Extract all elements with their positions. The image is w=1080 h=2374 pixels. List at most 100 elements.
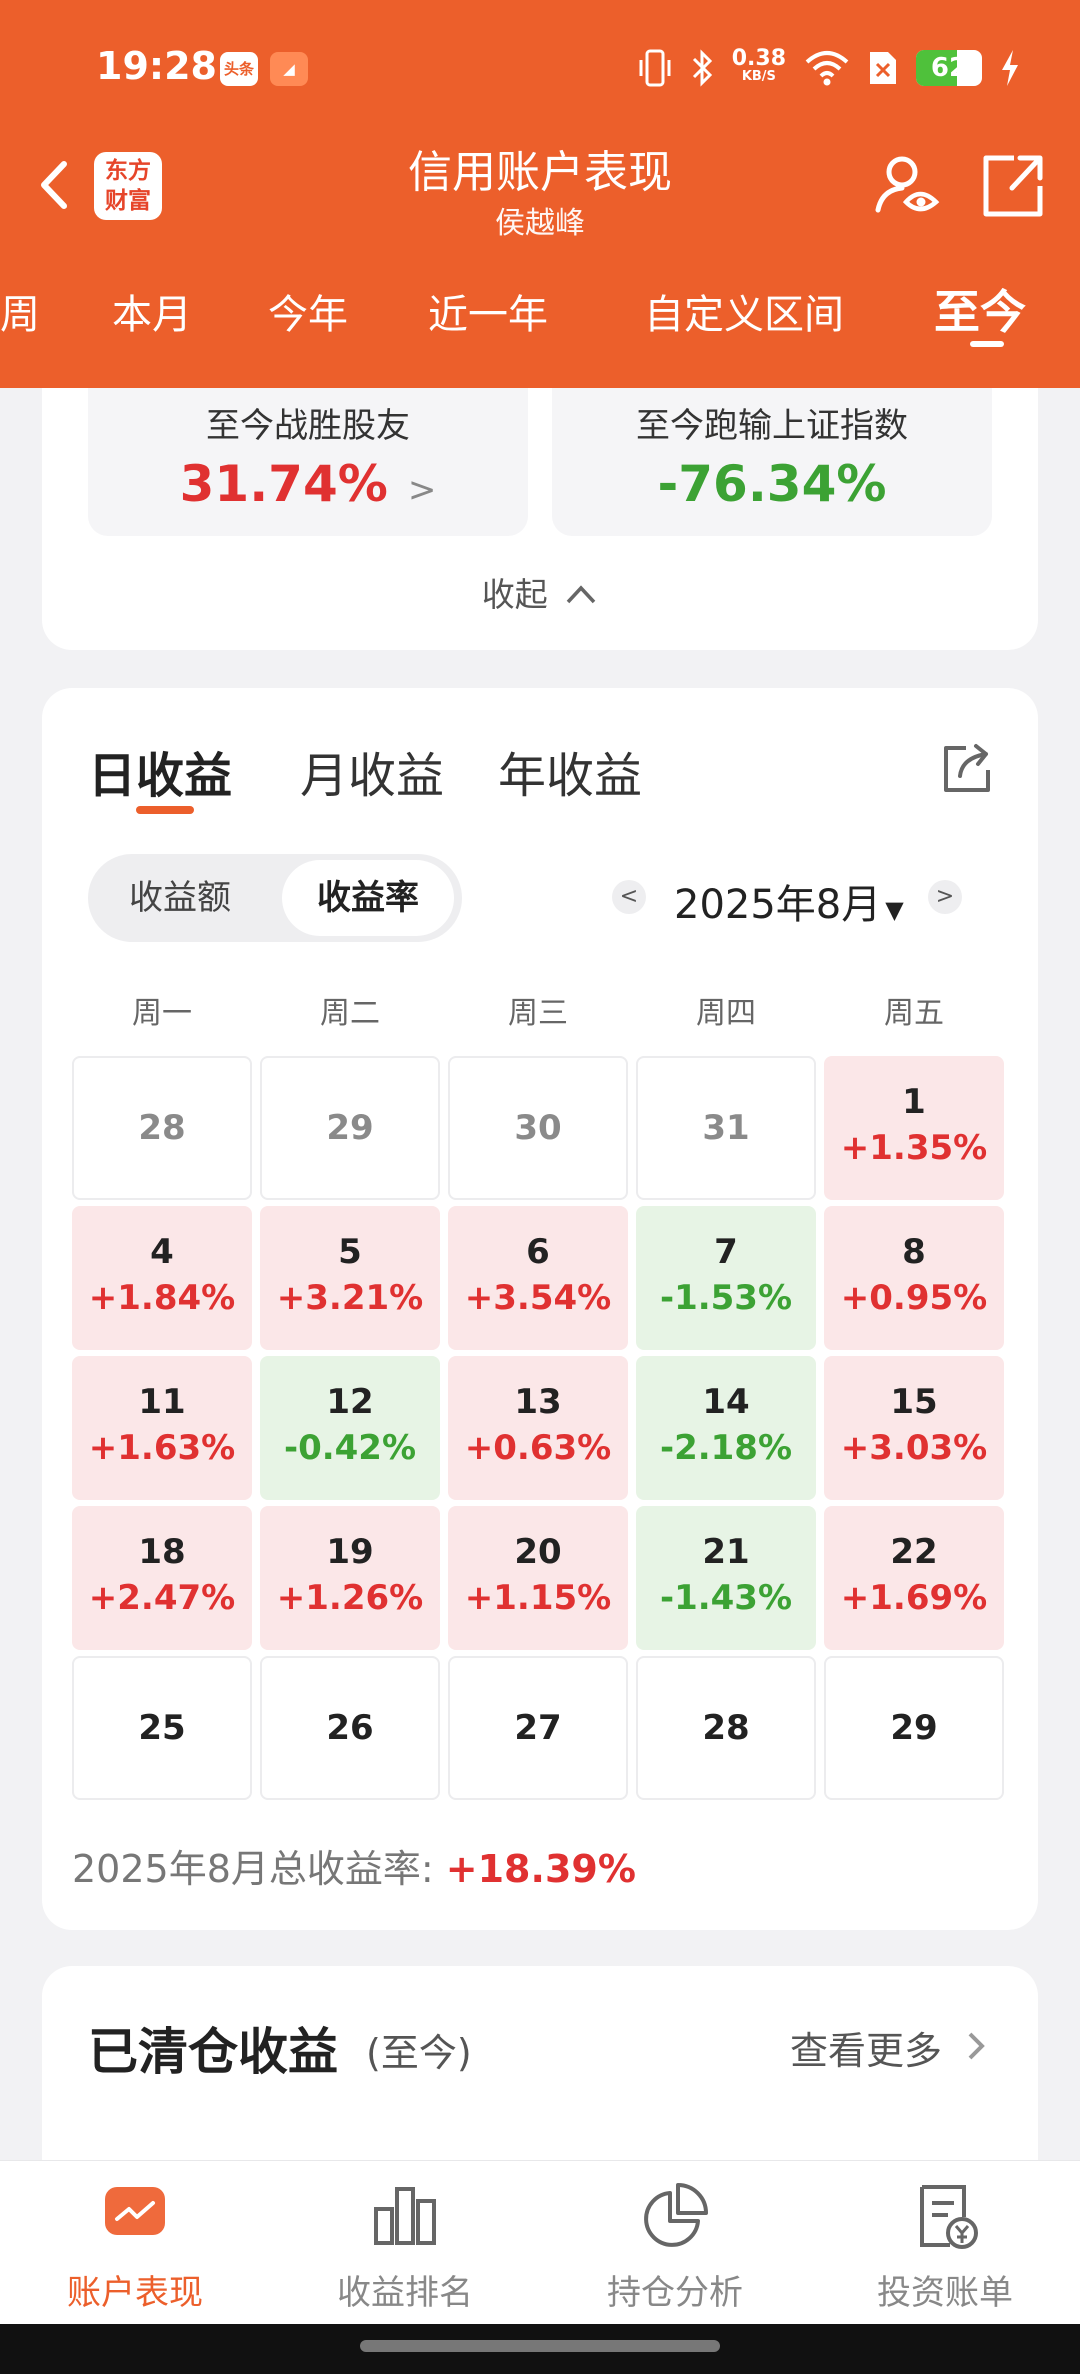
calendar-day-number: 27: [514, 1708, 562, 1748]
nav-profit-ranking[interactable]: 收益排名: [270, 2181, 540, 2314]
tab-daily-profit[interactable]: 日收益: [88, 748, 233, 804]
calendar-day-number: 28: [138, 1108, 186, 1148]
tab-yearly-profit[interactable]: 年收益: [498, 748, 643, 804]
calendar-day-number: 8: [902, 1232, 926, 1272]
calendar-day-cell[interactable]: 29: [260, 1056, 440, 1200]
calendar-day-cell[interactable]: 19 +1.26%: [260, 1506, 440, 1650]
calendar-day-cell[interactable]: 26: [260, 1656, 440, 1800]
calendar-day-number: 21: [702, 1532, 750, 1572]
chart-icon: [105, 2187, 165, 2235]
calendar-day-number: 31: [702, 1108, 750, 1148]
view-more-link[interactable]: 查看更多: [790, 2020, 990, 2075]
home-indicator[interactable]: [360, 2340, 720, 2352]
calendar-day-cell[interactable]: 7 -1.53%: [636, 1206, 816, 1350]
tab-week[interactable]: 周: [0, 292, 40, 338]
calendar-day-number: 30: [514, 1108, 562, 1148]
calendar-day-cell[interactable]: 14 -2.18%: [636, 1356, 816, 1500]
calendar-day-cell[interactable]: 1 +1.35%: [824, 1056, 1004, 1200]
calendar-day-number: 15: [890, 1382, 938, 1422]
calendar-day-rate: -1.53%: [659, 1278, 793, 1318]
nav-position-analysis[interactable]: 持仓分析: [540, 2181, 810, 2314]
privacy-eye-icon[interactable]: [872, 150, 942, 220]
calendar-day-number: 4: [150, 1232, 174, 1272]
calendar-day-cell[interactable]: 15 +3.03%: [824, 1356, 1004, 1500]
profit-tab-indicator: [136, 806, 194, 814]
calendar-day-number: 11: [138, 1382, 186, 1422]
chevron-right-icon: [968, 2032, 985, 2060]
nav-investment-bill[interactable]: 投资账单: [810, 2181, 1080, 2314]
calendar-day-cell[interactable]: 18 +2.47%: [72, 1506, 252, 1650]
toutiao-icon: 头条: [220, 52, 258, 86]
calendar-day-number: 19: [326, 1532, 374, 1572]
calendar-day-cell[interactable]: 28: [636, 1656, 816, 1800]
calendar-day-number: 1: [902, 1082, 926, 1122]
calendar-day-number: 12: [326, 1382, 374, 1422]
calendar-day-rate: +0.95%: [840, 1278, 988, 1318]
calendar-day-cell[interactable]: 13 +0.63%: [448, 1356, 628, 1500]
eastmoney-logo: 东方 财富: [94, 152, 162, 220]
calendar-day-number: 5: [338, 1232, 362, 1272]
calendar-day-cell[interactable]: 28: [72, 1056, 252, 1200]
weekday-label: 周一: [132, 996, 192, 1031]
calendar-day-cell[interactable]: 31: [636, 1056, 816, 1200]
charging-icon: [1002, 50, 1018, 86]
calendar-day-number: 20: [514, 1532, 562, 1572]
share-icon[interactable]: [978, 150, 1048, 220]
calendar-day-rate: +1.26%: [276, 1578, 424, 1618]
account-holder: 侯越峰: [495, 206, 585, 241]
tab-this-month[interactable]: 本月: [112, 292, 192, 338]
calendar-day-rate: +1.15%: [464, 1578, 612, 1618]
nav-account-performance[interactable]: 账户表现: [0, 2181, 270, 2314]
next-month-button[interactable]: >: [928, 880, 962, 914]
calendar-day-rate: -2.18%: [659, 1428, 793, 1468]
profit-type-segment: 收益额 收益率: [88, 854, 462, 942]
calendar-day-cell[interactable]: 4 +1.84%: [72, 1206, 252, 1350]
calendar-day-cell[interactable]: 8 +0.95%: [824, 1206, 1004, 1350]
bill-icon: [920, 2185, 978, 2249]
tab-this-year[interactable]: 今年: [268, 292, 348, 338]
chevron-up-icon: [566, 585, 596, 604]
tab-monthly-profit[interactable]: 月收益: [300, 748, 445, 804]
calendar-day-cell[interactable]: 30: [448, 1056, 628, 1200]
battery-icon: 62: [916, 50, 982, 86]
vibrate-icon: [639, 49, 671, 87]
calendar-day-rate: -0.42%: [283, 1428, 417, 1468]
tab-last-year[interactable]: 近一年: [428, 292, 548, 338]
prev-month-button[interactable]: <: [612, 880, 646, 914]
tab-custom-range[interactable]: 自定义区间: [644, 292, 844, 338]
calendar-day-cell[interactable]: 27: [448, 1656, 628, 1800]
tab-to-date[interactable]: 至今: [934, 285, 1026, 339]
calendar-day-cell[interactable]: 5 +3.21%: [260, 1206, 440, 1350]
segment-rate[interactable]: 收益率: [282, 860, 454, 936]
calendar-day-rate: -1.43%: [659, 1578, 793, 1618]
calendar-day-number: 14: [702, 1382, 750, 1422]
status-time: 19:28: [96, 44, 217, 88]
calendar-day-cell[interactable]: 25: [72, 1656, 252, 1800]
calendar-day-cell[interactable]: 29: [824, 1656, 1004, 1800]
calendar-day-rate: +3.03%: [840, 1428, 988, 1468]
calendar-day-cell[interactable]: 21 -1.43%: [636, 1506, 816, 1650]
collapse-button[interactable]: 收起: [0, 568, 1080, 616]
calendar-day-rate: +1.63%: [88, 1428, 236, 1468]
beat-peers-value: 31.74%: [179, 455, 388, 513]
export-icon[interactable]: [940, 742, 994, 796]
weekday-label: 周五: [884, 996, 944, 1031]
page-title: 信用账户表现: [408, 147, 672, 198]
calendar-day-cell[interactable]: 11 +1.63%: [72, 1356, 252, 1500]
weekday-label: 周四: [696, 996, 756, 1031]
period-tabs: 周 本月 今年 近一年 自定义区间 至今: [0, 276, 1080, 366]
month-selector[interactable]: 2025年8月 ▼: [674, 882, 904, 928]
active-tab-indicator: [970, 341, 1004, 347]
calendar-day-number: 6: [526, 1232, 550, 1272]
calendar-day-cell[interactable]: 22 +1.69%: [824, 1506, 1004, 1650]
wifi-icon: [805, 51, 849, 86]
calendar-day-cell[interactable]: 6 +3.54%: [448, 1206, 628, 1350]
beat-peers-box[interactable]: 至今战胜股友 31.74% >: [88, 388, 528, 536]
month-summary: 2025年8月总收益率: +18.39%: [72, 1847, 636, 1891]
calendar-day-cell[interactable]: 12 -0.42%: [260, 1356, 440, 1500]
bar-chart-icon: [374, 2187, 436, 2245]
back-button[interactable]: [30, 150, 80, 220]
segment-amount[interactable]: 收益额: [129, 878, 231, 918]
weekday-label: 周二: [320, 996, 380, 1031]
calendar-day-cell[interactable]: 20 +1.15%: [448, 1506, 628, 1650]
